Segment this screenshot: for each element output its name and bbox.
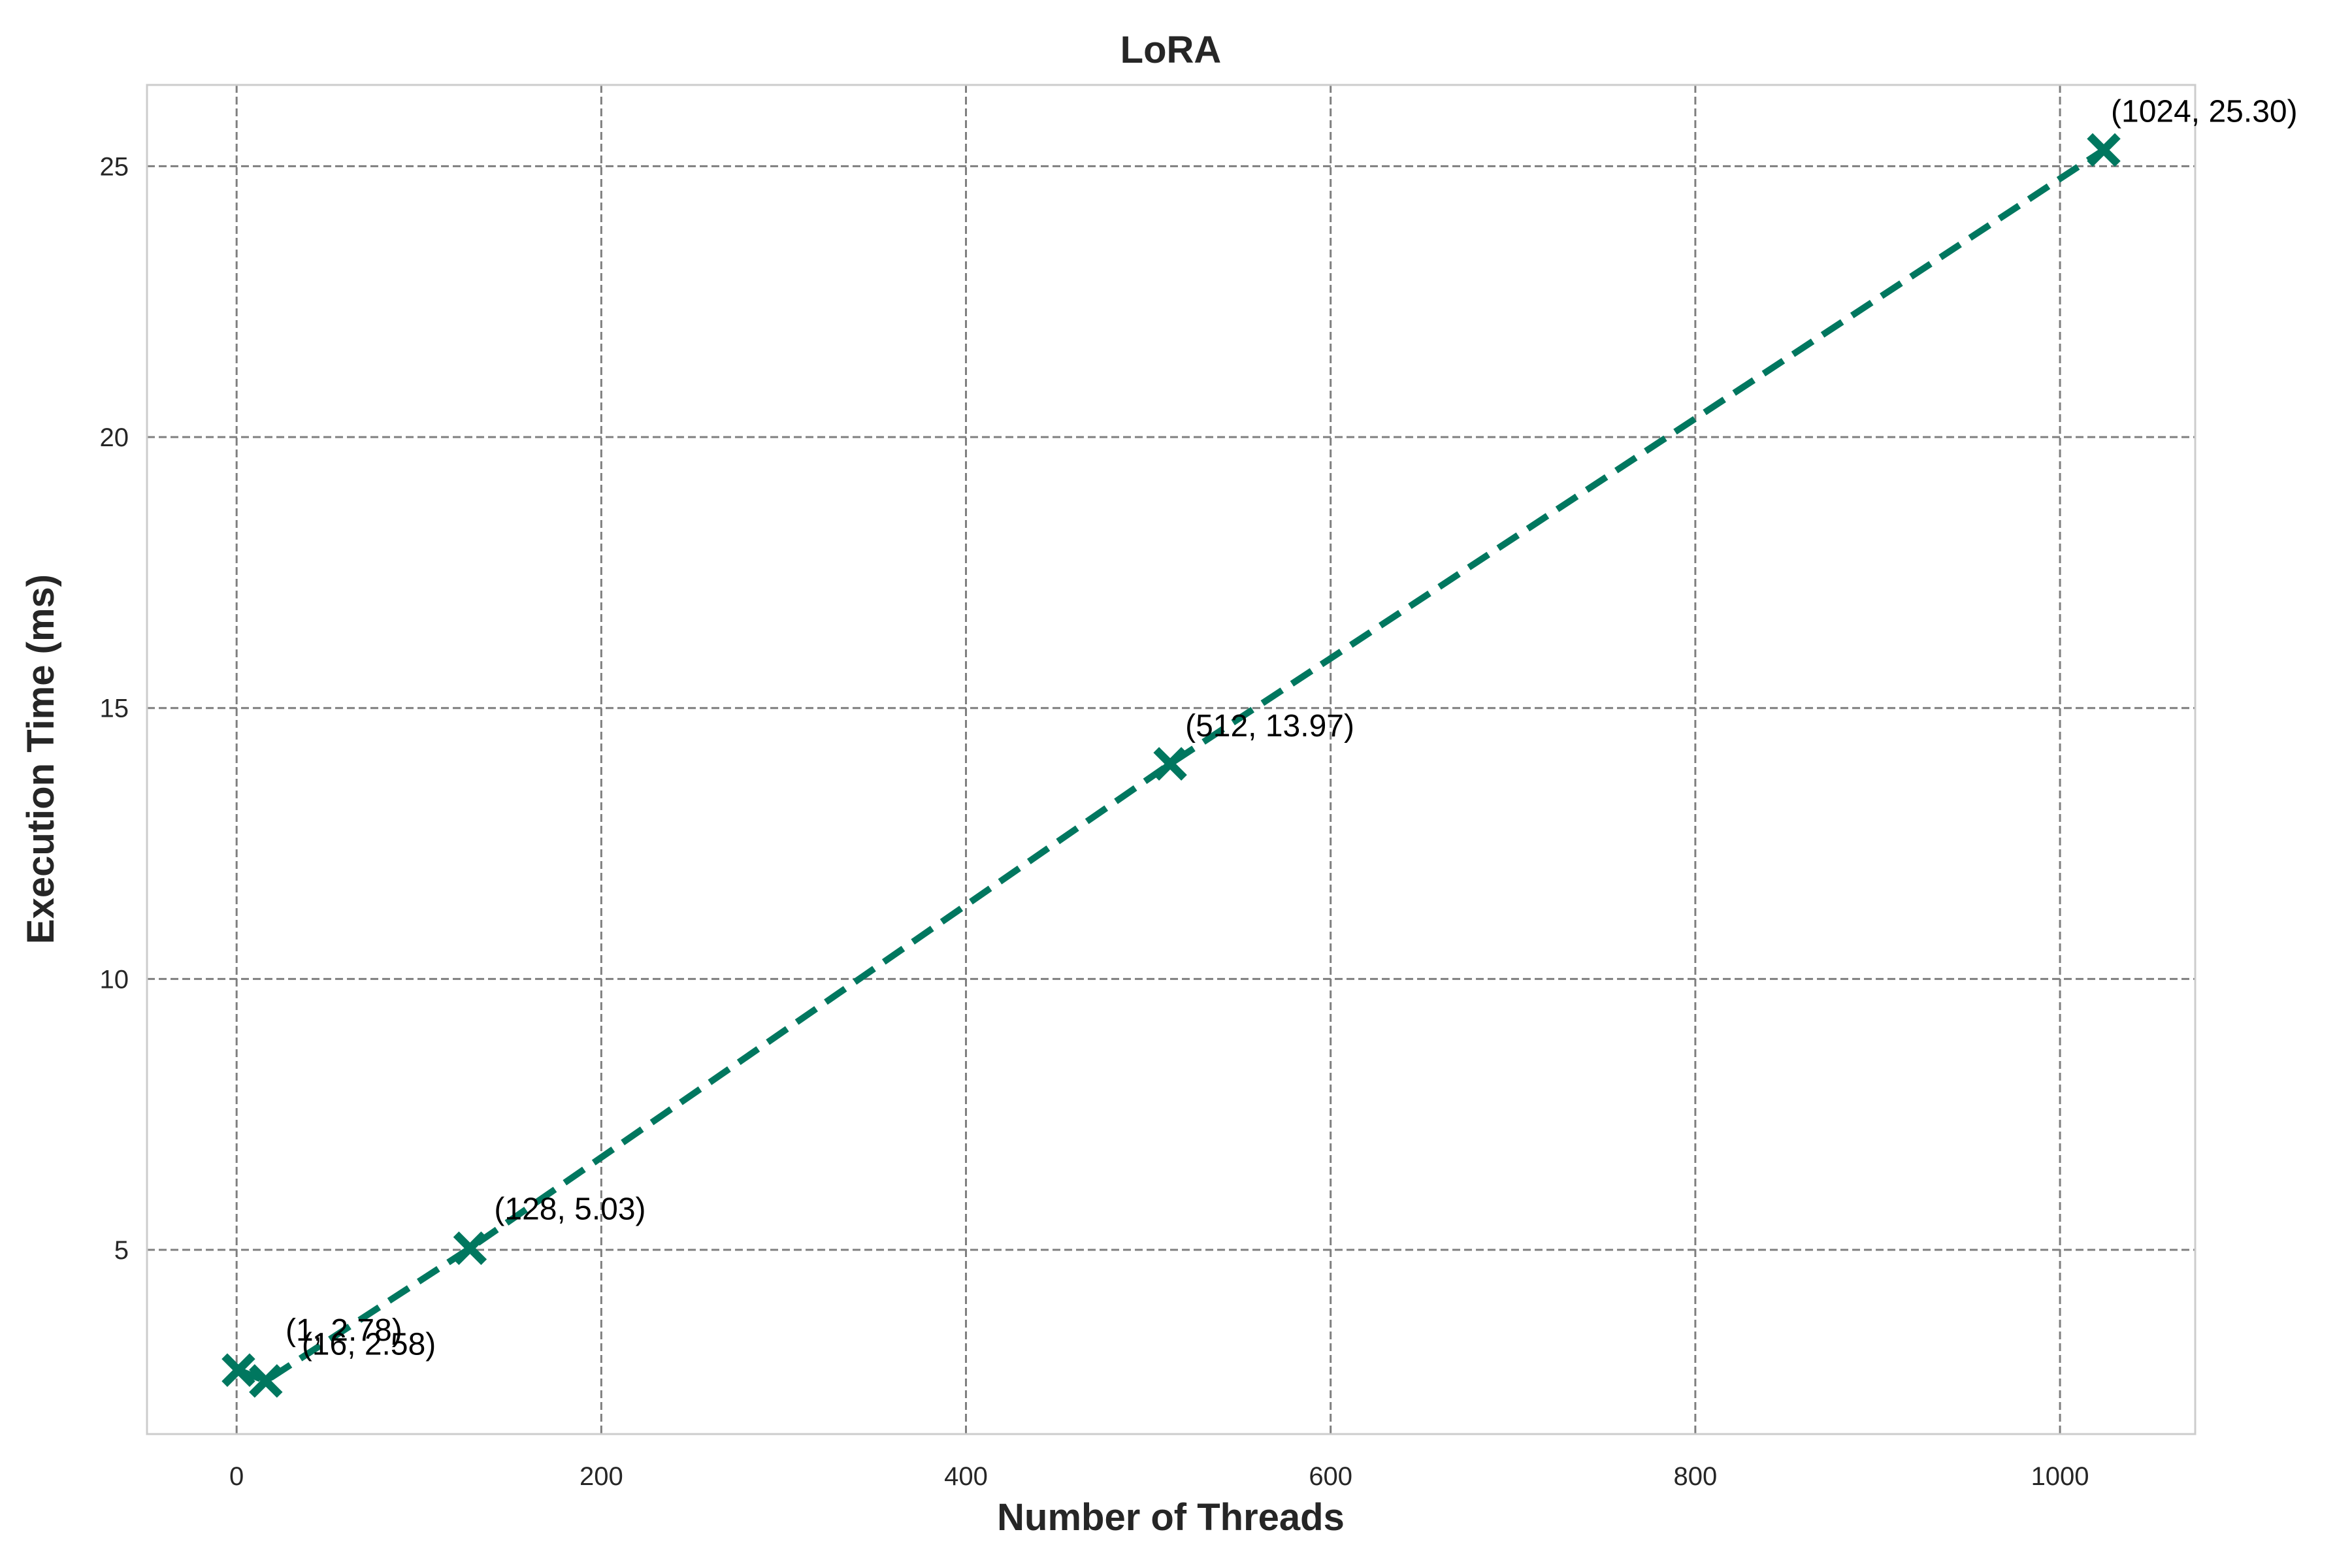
y-axis-label: Execution Time (ms): [20, 574, 62, 944]
tick-labels: 0 200 400 600 800 1000 5 10 15 20 25: [100, 152, 2089, 1491]
x-tick-label: 0: [229, 1462, 244, 1491]
data-point-marker: [453, 1231, 487, 1266]
x-tick-label: 1000: [2031, 1462, 2089, 1491]
marker-layer: [221, 133, 2121, 1398]
y-tick-label: 15: [100, 694, 129, 723]
x-tick-label: 800: [1674, 1462, 1718, 1491]
data-point-marker: [221, 1353, 255, 1387]
x-tick-label: 600: [1309, 1462, 1352, 1491]
data-point-marker: [249, 1364, 283, 1398]
data-label: (1, 2.78): [286, 1313, 402, 1348]
chart-title: LoRA: [1120, 29, 1222, 71]
x-tick-label: 200: [580, 1462, 623, 1491]
data-label: (512, 13.97): [1185, 709, 1354, 743]
data-label: (128, 5.03): [494, 1192, 645, 1227]
y-tick-label: 20: [100, 423, 129, 452]
y-tick-label: 10: [100, 965, 129, 994]
grid: [147, 85, 2195, 1434]
y-tick-label: 25: [100, 152, 129, 181]
data-label: (16, 2.58): [302, 1328, 436, 1362]
annotation-layer: (1, 2.78)(16, 2.58) (128, 5.03) (512, 13.9…: [286, 95, 2298, 1362]
plot-frame: [146, 84, 2197, 1435]
data-label: (1024, 25.30): [2111, 95, 2298, 129]
y-tick-label: 5: [114, 1236, 129, 1265]
x-tick-label: 400: [944, 1462, 988, 1491]
x-axis-label: Number of Threads: [997, 1496, 1345, 1539]
data-point-marker: [1153, 747, 1187, 781]
data-point-marker: [2087, 133, 2121, 167]
plot-area: [146, 84, 2197, 1435]
